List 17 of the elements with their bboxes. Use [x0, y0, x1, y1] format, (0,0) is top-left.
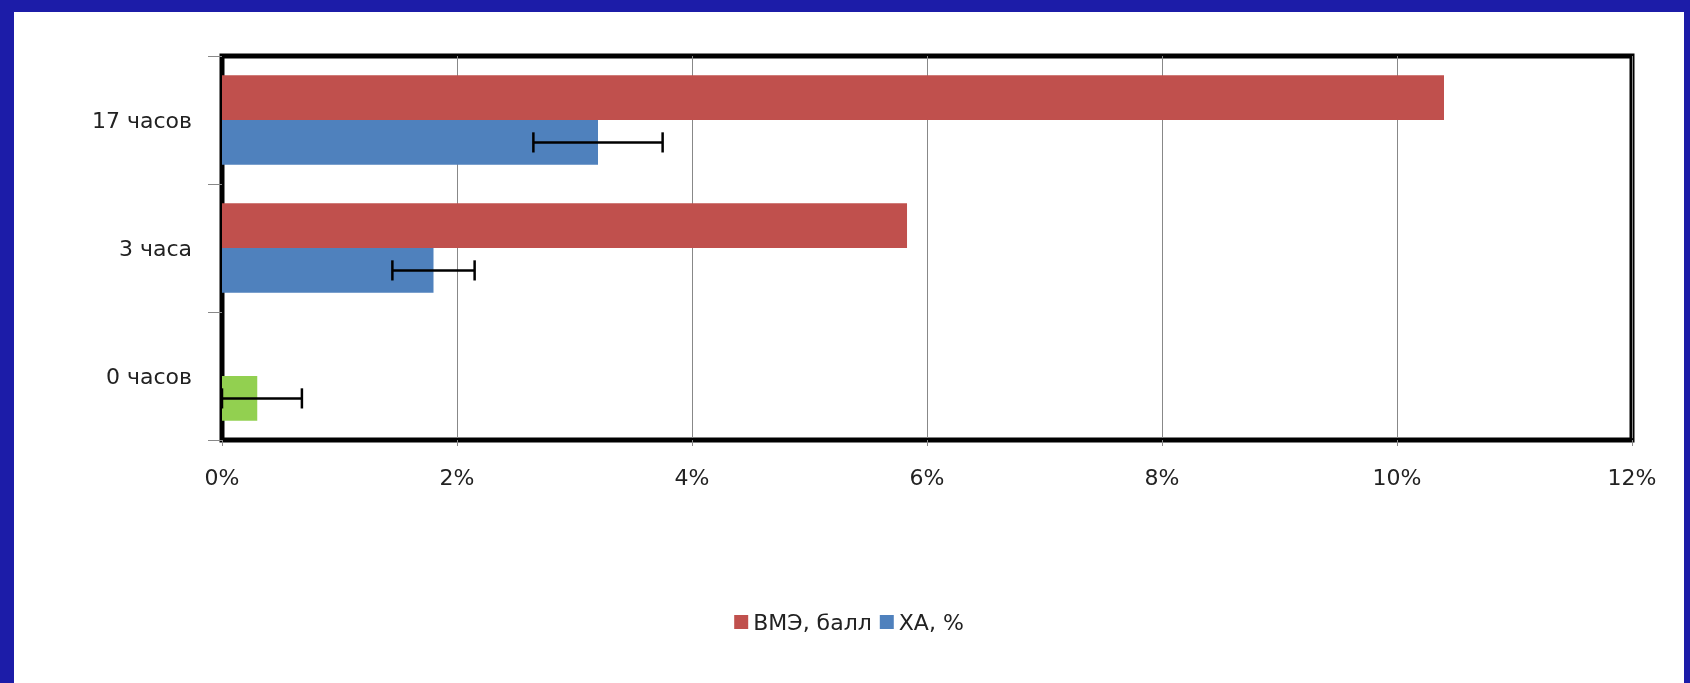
x-tick-label: 8%: [1144, 464, 1180, 490]
legend-label: ВМЭ, балл: [753, 609, 872, 635]
y-tick-label: 3 часа: [118, 235, 192, 261]
x-tick-label: 10%: [1372, 464, 1422, 490]
bar: [222, 75, 1444, 120]
x-tick-label: 2%: [439, 464, 475, 490]
x-tick-label: 12%: [1607, 464, 1657, 490]
bar: [222, 203, 908, 248]
bar: [222, 120, 598, 165]
x-tick-label: 4%: [674, 464, 710, 490]
bar: [222, 248, 434, 293]
x-tick-label: 6%: [909, 464, 945, 490]
y-tick-label: 0 часов: [106, 363, 192, 389]
x-tick-label: 0%: [204, 464, 240, 490]
legend-label: ХА, %: [898, 609, 964, 635]
bar: [222, 376, 258, 421]
y-tick-label: 17 часов: [92, 107, 192, 133]
